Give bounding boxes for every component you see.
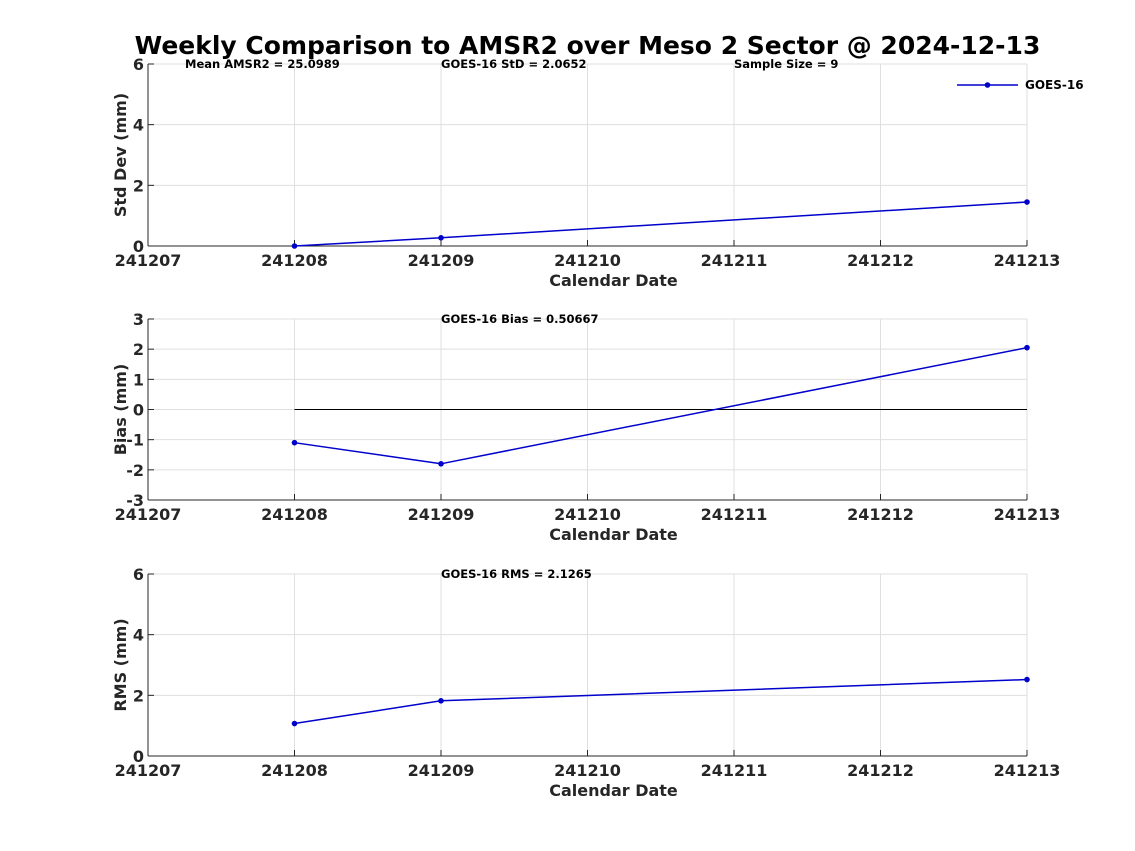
y-tick-label: 0 <box>133 747 144 766</box>
data-point <box>1024 199 1030 205</box>
y-tick-label: 2 <box>133 686 144 705</box>
y-tick-label: 2 <box>133 340 144 359</box>
y-axis-label: RMS (mm) <box>111 618 130 711</box>
data-point <box>1024 676 1030 683</box>
y-axis-label: Bias (mm) <box>111 364 130 456</box>
x-tick-label: 241212 <box>847 505 914 524</box>
data-point <box>438 235 444 241</box>
panel-rms: 241207 241208 241209 241210 241211 241212 2412… <box>111 565 1060 800</box>
series-line-goes-16 <box>294 201 1028 247</box>
x-tick-label: 241207 <box>115 761 182 780</box>
y-tick-label: 0 <box>133 237 144 256</box>
annotation: GOES-16 RMS = 2.1265 <box>441 567 592 581</box>
x-tick-label: 241211 <box>701 505 768 524</box>
legend: GOES-16 <box>957 78 1084 92</box>
annotation: Mean AMSR2 = 25.0989 <box>185 57 340 71</box>
data-point <box>438 461 444 467</box>
y-tick-label: 4 <box>133 626 144 645</box>
x-tick-label: 241211 <box>701 761 768 780</box>
annotation: GOES-16 Bias = 0.50667 <box>441 312 598 326</box>
panel-bias: 241207 241208 241209 241210 241211 241212 2412… <box>111 310 1060 544</box>
y-tick-label: 2 <box>133 176 144 195</box>
series-line-goes-16 <box>294 678 1028 725</box>
x-tick-label: 241213 <box>994 505 1061 524</box>
x-tick-label: 241213 <box>994 761 1061 780</box>
figure-title: Weekly Comparison to AMSR2 over Meso 2 S… <box>134 31 1041 60</box>
x-tick-label: 241210 <box>554 505 621 524</box>
x-tick-label: 241211 <box>701 251 768 270</box>
annotation: Sample Size = 9 <box>734 57 838 71</box>
data-point <box>291 720 298 727</box>
legend-entry-label: GOES-16 <box>1025 78 1084 92</box>
x-tick-label: 241213 <box>994 251 1061 270</box>
x-tick-label: 241208 <box>261 251 328 270</box>
x-tick-label: 241208 <box>261 505 328 524</box>
data-point <box>291 439 298 446</box>
y-tick-label: 1 <box>133 370 144 389</box>
y-tick-label: -3 <box>126 491 144 510</box>
y-tick-label: -1 <box>126 431 144 450</box>
x-tick-label: 241210 <box>554 761 621 780</box>
x-tick-label: 241207 <box>115 251 182 270</box>
x-axis-label: Calendar Date <box>549 781 678 800</box>
y-tick-label: 6 <box>133 565 144 584</box>
y-tick-label: -2 <box>126 461 144 480</box>
y-tick-label: 3 <box>133 310 144 329</box>
legend-marker <box>984 82 991 88</box>
y-tick-label: 0 <box>133 401 144 420</box>
x-tick-label: 241212 <box>847 251 914 270</box>
x-tick-label: 241209 <box>408 505 475 524</box>
y-tick-label: 6 <box>133 55 144 74</box>
x-axis-label: Calendar Date <box>549 525 678 544</box>
annotation: GOES-16 StD = 2.0652 <box>441 57 586 71</box>
data-point <box>291 243 298 249</box>
x-tick-label: 241209 <box>408 761 475 780</box>
x-tick-label: 241208 <box>261 761 328 780</box>
x-axis-label: Calendar Date <box>549 271 678 290</box>
x-tick-label: 241207 <box>115 505 182 524</box>
x-tick-label: 241210 <box>554 251 621 270</box>
x-tick-label: 241212 <box>847 761 914 780</box>
y-axis-label: Std Dev (mm) <box>111 93 130 217</box>
data-point <box>438 697 444 704</box>
panel-std-dev: 241207 241208 241209 241210 241211 241212 2412… <box>111 55 1084 290</box>
x-tick-label: 241209 <box>408 251 475 270</box>
series-line-goes-16 <box>294 346 1028 465</box>
data-point <box>1024 344 1030 351</box>
y-tick-label: 4 <box>133 116 144 135</box>
